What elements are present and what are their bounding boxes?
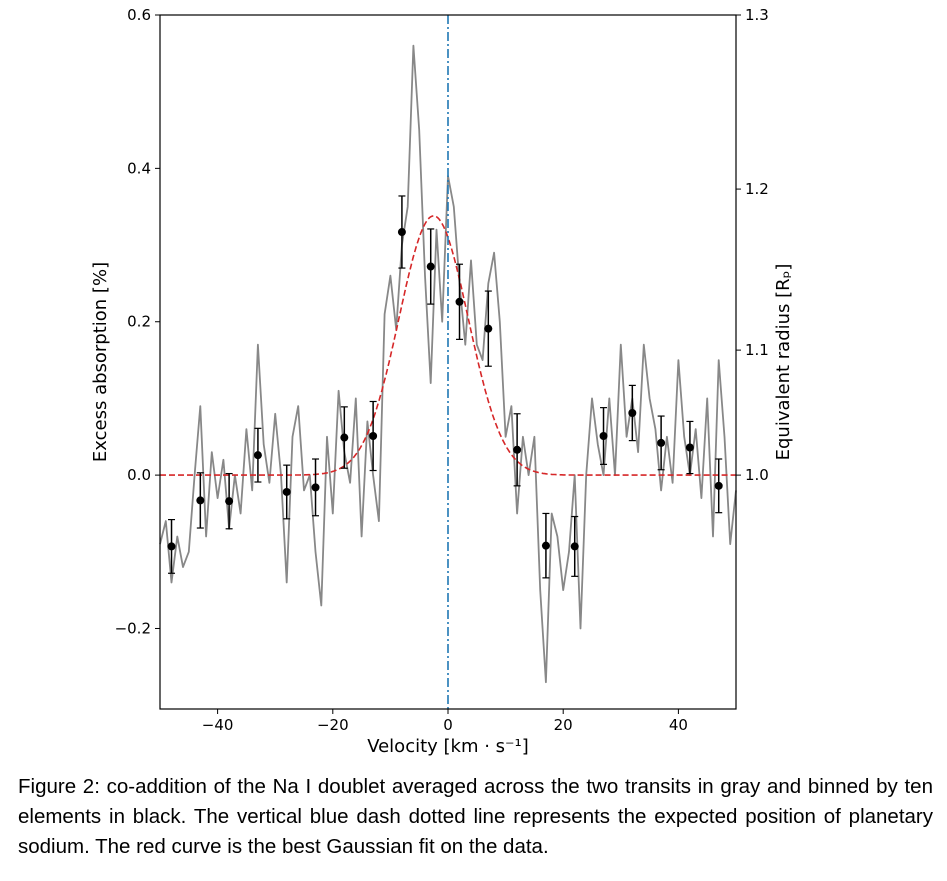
binned-data-point (196, 496, 205, 505)
x-tick-label: 0 (443, 716, 453, 734)
figure-caption: Figure 2: co-addition of the Na I double… (18, 775, 933, 858)
binned-data-point (282, 487, 291, 496)
plot-area (159, 15, 737, 709)
axes: −40 −20 0 20 40 −0.2 0.0 0.2 0.4 0.6 1.0 1.1 1.2 1.3 (115, 6, 769, 734)
binned-data-point (340, 433, 349, 442)
y-right-tick-label: 1.1 (745, 341, 769, 359)
binned-data-point (455, 297, 464, 306)
x-tick-label: −20 (317, 716, 349, 734)
binned-data-point (225, 497, 234, 506)
chart: −40 −20 0 20 40−0.20.00.20.40.61.01.11.21.3 … (90, 6, 794, 757)
binned-data-point (657, 438, 666, 447)
y-tick-label: 0.0 (127, 466, 151, 484)
x-tick-label: −40 (202, 716, 234, 734)
binned-data-point (599, 432, 608, 441)
y-axis-right-label: Equivalent radius [Rₚ] (773, 264, 794, 461)
y-tick-label: 0.2 (127, 313, 151, 331)
binned-data-point (426, 262, 435, 271)
binned-data-point (167, 542, 176, 551)
binned-data-point (513, 445, 522, 454)
x-tick-label: 20 (554, 716, 573, 734)
binned-data-point (397, 228, 406, 237)
x-axis-label: Velocity [km · s⁻¹] (367, 736, 529, 757)
binned-data-point (253, 451, 262, 460)
binned-data-point (541, 541, 550, 550)
binned-data-point (714, 481, 723, 490)
binned-data-point (369, 432, 378, 441)
binned-data-point (685, 443, 694, 452)
y-right-tick-label: 1.0 (745, 466, 769, 484)
x-tick-label: 40 (669, 716, 688, 734)
y-right-tick-label: 1.3 (745, 6, 769, 24)
binned-data-point (484, 324, 493, 333)
y-axis-label: Excess absorption [%] (90, 262, 111, 462)
binned-data-point (628, 408, 637, 417)
y-tick-label: 0.4 (127, 159, 151, 177)
y-tick-label: −0.2 (115, 619, 151, 637)
y-right-tick-label: 1.2 (745, 180, 769, 198)
binned-data-point (570, 542, 579, 551)
gaussian-fit-curve (160, 215, 736, 476)
binned-data-point (311, 483, 320, 492)
y-tick-label: 0.6 (127, 6, 151, 24)
